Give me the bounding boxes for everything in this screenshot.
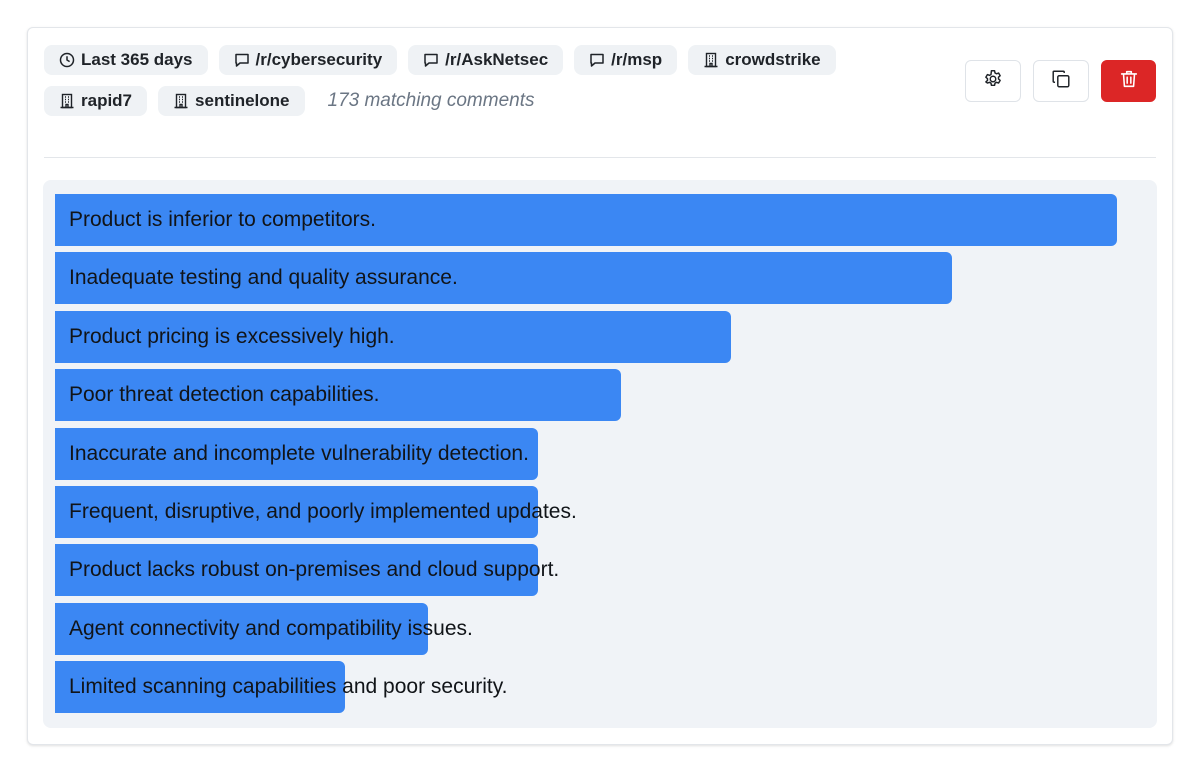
- matching-comments-count: 173 matching comments: [327, 90, 535, 111]
- bar: [55, 661, 345, 713]
- bar-row[interactable]: Poor threat detection capabilities.: [55, 369, 1145, 421]
- bar-chart: Product is inferior to competitors. Inad…: [43, 180, 1157, 728]
- building-icon: [703, 52, 719, 68]
- filter-chip-label: crowdstrike: [725, 50, 821, 69]
- bar-label: Product pricing is excessively high.: [69, 325, 395, 348]
- filter-chip-subreddit[interactable]: /r/AskNetsec: [408, 45, 564, 75]
- bar-row[interactable]: Limited scanning capabilities and poor s…: [55, 661, 1145, 713]
- bar: [55, 486, 538, 538]
- filter-chip-label: /r/msp: [611, 50, 663, 69]
- divider: [44, 157, 1156, 158]
- copy-button[interactable]: [1033, 60, 1089, 102]
- gear-icon: [982, 68, 1004, 95]
- bar-label: Product lacks robust on-premises and clo…: [69, 558, 560, 581]
- filter-chip-label: /r/AskNetsec: [445, 50, 549, 69]
- bar: [55, 428, 538, 480]
- bar-label: Inaccurate and incomplete vulnerability …: [69, 442, 529, 465]
- trash-icon: [1118, 68, 1140, 95]
- filter-chip-subreddit[interactable]: /r/msp: [574, 45, 678, 75]
- bar: [55, 194, 1117, 246]
- building-icon: [173, 93, 189, 109]
- copy-icon: [1050, 68, 1072, 95]
- bar-label: Poor threat detection capabilities.: [69, 383, 380, 406]
- building-icon: [59, 93, 75, 109]
- bar-row[interactable]: Inadequate testing and quality assurance…: [55, 252, 1145, 304]
- chat-bubble-icon: [589, 52, 605, 68]
- filter-chips-row-2: rapid7 sentinelone 173 matching comments: [44, 86, 535, 116]
- filter-chip-company[interactable]: rapid7: [44, 86, 148, 116]
- bar-row[interactable]: Product is inferior to competitors.: [55, 194, 1145, 246]
- bar: [55, 252, 952, 304]
- bar-label: Limited scanning capabilities and poor s…: [69, 675, 508, 698]
- bar-label: Product is inferior to competitors.: [69, 208, 376, 231]
- filter-chip-label: Last 365 days: [81, 50, 193, 69]
- bar-row[interactable]: Inaccurate and incomplete vulnerability …: [55, 428, 1145, 480]
- filter-chip-label: /r/cybersecurity: [255, 50, 383, 69]
- bar-row[interactable]: Product pricing is excessively high.: [55, 311, 1145, 363]
- bar-label: Agent connectivity and compatibility iss…: [69, 617, 473, 640]
- bar: [55, 311, 731, 363]
- filter-chip-date-range[interactable]: Last 365 days: [44, 45, 208, 75]
- bar: [55, 603, 428, 655]
- bar-label: Frequent, disruptive, and poorly impleme…: [69, 500, 577, 523]
- bar-row[interactable]: Product lacks robust on-premises and clo…: [55, 544, 1145, 596]
- bar-label: Inadequate testing and quality assurance…: [69, 266, 458, 289]
- delete-button[interactable]: [1101, 60, 1156, 102]
- filter-chip-company[interactable]: crowdstrike: [688, 45, 836, 75]
- chat-bubble-icon: [423, 52, 439, 68]
- bar-row[interactable]: Agent connectivity and compatibility iss…: [55, 603, 1145, 655]
- filter-chips-row-1: Last 365 days /r/cybersecurity /r/AskNet…: [44, 45, 847, 75]
- bar: [55, 369, 621, 421]
- filter-chip-label: sentinelone: [195, 91, 290, 110]
- chat-bubble-icon: [234, 52, 250, 68]
- settings-button[interactable]: [965, 60, 1021, 102]
- bar: [55, 544, 538, 596]
- bar-row[interactable]: Frequent, disruptive, and poorly impleme…: [55, 486, 1145, 538]
- filter-chip-subreddit[interactable]: /r/cybersecurity: [218, 45, 398, 75]
- filter-chip-label: rapid7: [81, 91, 133, 110]
- filter-chip-company[interactable]: sentinelone: [158, 86, 305, 116]
- clock-icon: [59, 52, 75, 68]
